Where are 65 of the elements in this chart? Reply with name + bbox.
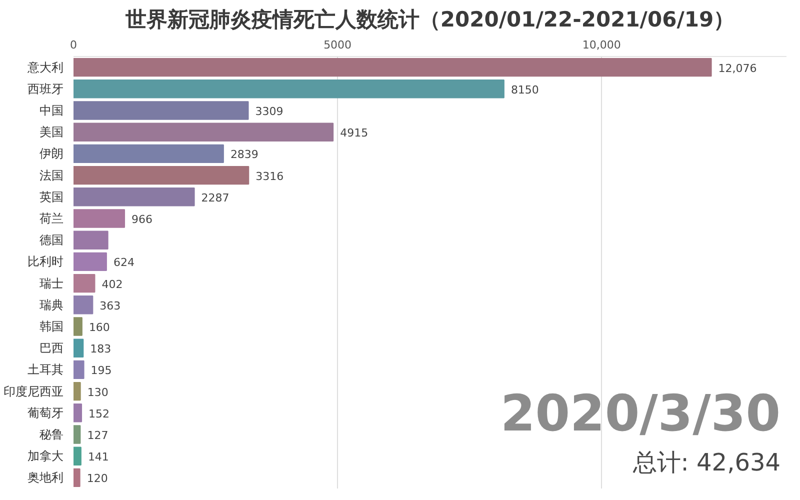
bar [74, 252, 107, 272]
bar [74, 338, 84, 358]
y-tick-label: 加拿大 [28, 449, 64, 464]
chart-title: 世界新冠肺炎疫情死亡人数统计（2020/01/22-2021/06/19） [124, 8, 735, 32]
annotation: 2020/3/30 [500, 384, 781, 442]
data-label: 2839 [230, 148, 258, 162]
bar [74, 360, 84, 380]
annotation: 总计: 42,634 [632, 448, 781, 476]
y-tick-label: 印度尼西亚 [4, 384, 64, 398]
data-label: 8150 [510, 83, 539, 96]
data-label: 120 [86, 472, 108, 486]
bar [74, 446, 82, 466]
y-tick-label: 比利时 [28, 254, 64, 269]
y-tick-label: 葡萄牙 [28, 406, 64, 420]
bar [74, 230, 108, 250]
data-label: 4915 [340, 126, 368, 140]
bar [74, 166, 250, 185]
y-tick-label: 瑞士 [40, 276, 64, 290]
x-tick-label: 0 [70, 38, 77, 52]
y-tick-label: 美国 [40, 125, 64, 140]
bar [74, 425, 81, 444]
bar [74, 274, 96, 293]
data-label: 160 [88, 321, 110, 334]
data-label: 130 [87, 386, 108, 399]
bar [74, 80, 504, 98]
data-label: 152 [88, 407, 110, 420]
data-label: 127 [87, 429, 108, 442]
bar [74, 144, 224, 164]
data-label: 624 [113, 256, 134, 270]
data-label: 966 [132, 213, 153, 226]
y-tick-label: 韩国 [40, 320, 64, 334]
bar [74, 296, 94, 314]
y-tick-label: 奥地利 [28, 470, 64, 485]
y-tick-label: 意大利 [26, 60, 64, 74]
data-label: 363 [100, 299, 121, 312]
bar [74, 101, 249, 120]
data-label: 183 [90, 342, 112, 356]
bar [74, 122, 334, 142]
y-tick-label: 西班牙 [28, 82, 64, 96]
data-label: 2287 [201, 191, 230, 204]
bar [74, 209, 126, 228]
y-tick-label: 法国 [40, 168, 64, 182]
data-label: 195 [90, 364, 112, 378]
y-tick-label: 秘鲁 [40, 428, 64, 442]
bar [74, 58, 712, 77]
y-tick-label: 瑞典 [40, 298, 64, 312]
y-tick-label: 荷兰 [40, 212, 64, 226]
y-tick-label: 土耳其 [28, 362, 64, 377]
x-tick-label: 5000 [324, 38, 352, 52]
data-label: 12,076 [718, 62, 757, 75]
bar [74, 404, 82, 422]
y-tick-label: 巴西 [40, 341, 64, 356]
bar [74, 382, 81, 401]
bar [74, 468, 80, 488]
bar [74, 188, 195, 206]
y-tick-label: 中国 [40, 104, 64, 118]
x-tick-label: 10,000 [582, 38, 621, 52]
data-label: 402 [102, 278, 123, 291]
data-label: 3309 [255, 105, 284, 118]
y-tick-label: 德国 [40, 233, 64, 248]
y-tick-label: 英国 [40, 190, 64, 204]
data-label: 141 [88, 450, 109, 464]
data-label: 3316 [256, 170, 284, 183]
bar [74, 317, 82, 336]
y-tick-label: 伊朗 [40, 146, 64, 161]
